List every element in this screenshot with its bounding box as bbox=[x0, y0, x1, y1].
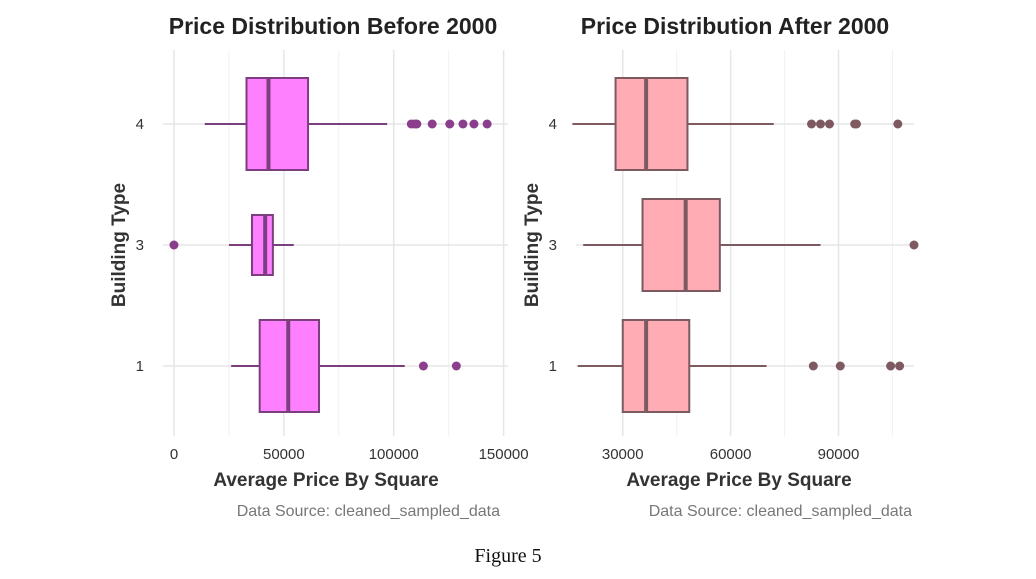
box-type-1 bbox=[577, 319, 905, 413]
x-tick-label: 100000 bbox=[369, 446, 419, 463]
outlier-point bbox=[445, 119, 455, 129]
x-tick-label: 60000 bbox=[710, 446, 752, 463]
chart-after-2000: Price Distribution After 2000 4 3 1 30000 6… bbox=[522, 13, 919, 520]
outlier-point bbox=[458, 119, 468, 129]
outlier-point bbox=[808, 361, 818, 371]
chart-before-2000: Price Distribution Before 2000 4 3 1 0 5000… bbox=[109, 13, 529, 520]
x-tick-label: 30000 bbox=[602, 446, 644, 463]
box-type-4 bbox=[204, 77, 492, 171]
box-iqr bbox=[245, 77, 310, 171]
y-tick-label: 3 bbox=[549, 237, 557, 254]
box-type-3 bbox=[169, 214, 294, 276]
outlier-point bbox=[451, 361, 461, 371]
box-type-4 bbox=[572, 77, 903, 171]
outlier-point bbox=[469, 119, 479, 129]
box-type-1 bbox=[231, 319, 461, 413]
x-axis-title: Average Price By Square bbox=[213, 470, 438, 491]
outlier-point bbox=[807, 119, 817, 129]
outlier-point bbox=[909, 240, 919, 250]
y-ticks: 4 3 1 bbox=[549, 116, 557, 375]
outlier-point bbox=[169, 240, 179, 250]
x-tick-label: 0 bbox=[170, 446, 178, 463]
x-tick-label: 90000 bbox=[818, 446, 860, 463]
outlier-point bbox=[482, 119, 492, 129]
box-iqr bbox=[250, 214, 274, 276]
outlier-point bbox=[851, 119, 861, 129]
data-source-caption: Data Source: cleaned_sampled_data bbox=[649, 503, 912, 520]
boxes bbox=[169, 77, 492, 413]
y-ticks: 4 3 1 bbox=[136, 116, 144, 375]
outlier-point bbox=[886, 361, 896, 371]
outlier-point bbox=[412, 119, 422, 129]
y-tick-label: 4 bbox=[549, 116, 557, 133]
data-source-caption: Data Source: cleaned_sampled_data bbox=[237, 503, 500, 520]
x-ticks: 30000 60000 90000 bbox=[602, 446, 859, 463]
grid bbox=[163, 50, 508, 436]
y-tick-label: 1 bbox=[136, 358, 144, 375]
y-tick-label: 3 bbox=[136, 237, 144, 254]
y-axis-title: Building Type bbox=[109, 183, 130, 307]
x-axis-title: Average Price By Square bbox=[626, 470, 851, 491]
outlier-point bbox=[418, 361, 428, 371]
chart-title: Price Distribution Before 2000 bbox=[169, 13, 498, 39]
y-tick-label: 1 bbox=[549, 358, 557, 375]
box-iqr bbox=[641, 198, 721, 292]
outlier-point bbox=[835, 361, 845, 371]
figure-caption: Figure 5 bbox=[474, 545, 541, 567]
x-tick-label: 150000 bbox=[479, 446, 529, 463]
chart-title: Price Distribution After 2000 bbox=[581, 13, 889, 39]
outlier-point bbox=[895, 361, 905, 371]
y-tick-label: 4 bbox=[136, 116, 144, 133]
y-axis-title: Building Type bbox=[522, 183, 543, 307]
x-tick-label: 50000 bbox=[263, 446, 305, 463]
outlier-point bbox=[816, 119, 826, 129]
x-ticks: 0 50000 100000 150000 bbox=[170, 446, 529, 463]
box-iqr bbox=[621, 319, 691, 413]
outlier-point bbox=[825, 119, 834, 129]
outlier-point bbox=[427, 119, 437, 129]
boxes bbox=[572, 77, 919, 413]
outlier-point bbox=[893, 119, 903, 129]
box-iqr bbox=[614, 77, 689, 171]
box-type-3 bbox=[583, 198, 919, 292]
